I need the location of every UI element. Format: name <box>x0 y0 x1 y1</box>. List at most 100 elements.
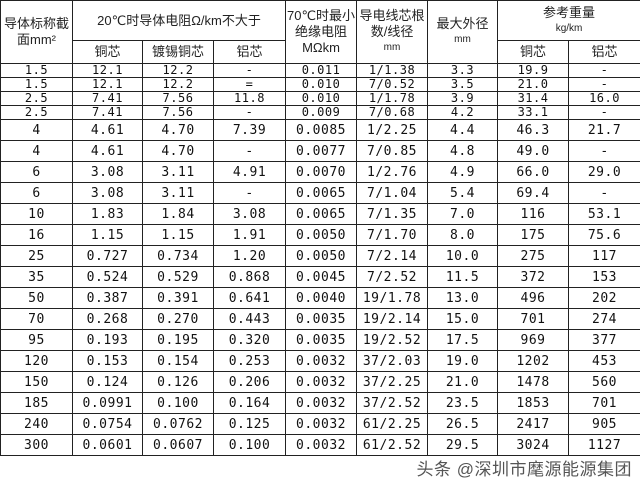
cell-tinned-cu-resistance: 7.56 <box>143 92 214 106</box>
cell-section: 1.5 <box>1 78 73 92</box>
cell-max-diameter: 7.0 <box>428 204 498 225</box>
header-weight-label: 参考重量 <box>543 5 595 20</box>
cell-strands: 37/2.03 <box>357 351 428 372</box>
cell-tinned-cu-resistance: 0.270 <box>143 309 214 330</box>
cell-section: 1.5 <box>1 64 73 78</box>
cell-insulation-resistance: 0.0035 <box>286 309 357 330</box>
cell-section: 6 <box>1 183 73 204</box>
cell-al-resistance: 4.91 <box>214 162 286 183</box>
cell-al-weight: 21.7 <box>569 120 640 141</box>
cell-cu-weight: 2417 <box>498 414 569 435</box>
cell-tinned-cu-resistance: 0.529 <box>143 267 214 288</box>
cell-cu-weight: 701 <box>498 309 569 330</box>
cell-section: 240 <box>1 414 73 435</box>
cell-tinned-cu-resistance: 0.154 <box>143 351 214 372</box>
cell-section: 6 <box>1 162 73 183</box>
cell-strands: 19/2.52 <box>357 330 428 351</box>
cell-al-weight: - <box>569 141 640 162</box>
cell-tinned-cu-resistance: 12.2 <box>143 64 214 78</box>
cell-al-resistance: 0.164 <box>214 393 286 414</box>
cell-cu-resistance: 0.0991 <box>73 393 143 414</box>
header-section: 导体标称截面mm² <box>1 1 73 64</box>
cell-max-diameter: 3.5 <box>428 78 498 92</box>
cell-al-weight: - <box>569 183 640 204</box>
cell-cu-weight: 19.9 <box>498 64 569 78</box>
cell-tinned-cu-resistance: 0.734 <box>143 246 214 267</box>
header-max-diameter-unit: mm <box>428 32 497 48</box>
cell-insulation-resistance: 0.0070 <box>286 162 357 183</box>
cell-cu-resistance: 0.387 <box>73 288 143 309</box>
cell-cu-resistance: 1.15 <box>73 225 143 246</box>
header-tinned-copper: 镀锡铜芯 <box>143 41 214 64</box>
cell-strands: 7/1.04 <box>357 183 428 204</box>
cell-al-resistance: 1.20 <box>214 246 286 267</box>
cell-max-diameter: 4.4 <box>428 120 498 141</box>
cell-cu-weight: 21.0 <box>498 78 569 92</box>
cell-max-diameter: 21.0 <box>428 372 498 393</box>
cell-cu-weight: 46.3 <box>498 120 569 141</box>
cell-al-resistance: 0.100 <box>214 435 286 456</box>
cell-insulation-resistance: 0.011 <box>286 64 357 78</box>
cell-tinned-cu-resistance: 0.0762 <box>143 414 214 435</box>
cell-max-diameter: 4.9 <box>428 162 498 183</box>
cell-strands: 1/1.78 <box>357 92 428 106</box>
cell-strands: 61/2.25 <box>357 414 428 435</box>
cell-al-weight: 560 <box>569 372 640 393</box>
cell-insulation-resistance: 0.0032 <box>286 351 357 372</box>
cell-tinned-cu-resistance: 0.100 <box>143 393 214 414</box>
cell-section: 2.5 <box>1 92 73 106</box>
cell-strands: 37/2.25 <box>357 372 428 393</box>
cell-cu-resistance: 0.727 <box>73 246 143 267</box>
cell-max-diameter: 23.5 <box>428 393 498 414</box>
header-copper: 铜芯 <box>73 41 143 64</box>
cell-cu-resistance: 0.153 <box>73 351 143 372</box>
cell-al-weight: 202 <box>569 288 640 309</box>
cell-al-weight: 29.0 <box>569 162 640 183</box>
header-weight-copper: 铜芯 <box>498 41 569 64</box>
cell-strands: 7/0.68 <box>357 106 428 120</box>
cell-al-weight: - <box>569 106 640 120</box>
cell-al-resistance: 0.320 <box>214 330 286 351</box>
cell-tinned-cu-resistance: 7.56 <box>143 106 214 120</box>
cell-cu-resistance: 12.1 <box>73 64 143 78</box>
cell-max-diameter: 3.3 <box>428 64 498 78</box>
cell-cu-weight: 1202 <box>498 351 569 372</box>
header-strands-unit: mm <box>357 40 427 56</box>
cell-section: 2.5 <box>1 106 73 120</box>
cell-cu-resistance: 12.1 <box>73 78 143 92</box>
cell-cu-weight: 69.4 <box>498 183 569 204</box>
cell-cu-weight: 3024 <box>498 435 569 456</box>
cell-strands: 19/1.78 <box>357 288 428 309</box>
cell-cu-resistance: 0.524 <box>73 267 143 288</box>
cell-cu-resistance: 1.83 <box>73 204 143 225</box>
cell-al-resistance: 0.868 <box>214 267 286 288</box>
cell-al-resistance: - <box>214 106 286 120</box>
cell-al-resistance: - <box>214 64 286 78</box>
cell-section: 25 <box>1 246 73 267</box>
cell-strands: 37/2.52 <box>357 393 428 414</box>
cell-section: 10 <box>1 204 73 225</box>
cell-insulation-resistance: 0.0032 <box>286 414 357 435</box>
cell-al-weight: 905 <box>569 414 640 435</box>
cell-tinned-cu-resistance: 4.70 <box>143 141 214 162</box>
cell-max-diameter: 4.8 <box>428 141 498 162</box>
watermark: 头条 @深圳市麾源能源集团 <box>0 456 640 484</box>
cell-cu-resistance: 0.0601 <box>73 435 143 456</box>
cell-al-resistance: - <box>214 183 286 204</box>
cell-insulation-resistance: 0.0050 <box>286 246 357 267</box>
cell-al-weight: 16.0 <box>569 92 640 106</box>
cell-section: 185 <box>1 393 73 414</box>
header-aluminum: 铝芯 <box>214 41 286 64</box>
cell-strands: 1/2.76 <box>357 162 428 183</box>
cell-strands: 7/0.52 <box>357 78 428 92</box>
cell-al-resistance: 7.39 <box>214 120 286 141</box>
cell-insulation-resistance: 0.0032 <box>286 372 357 393</box>
